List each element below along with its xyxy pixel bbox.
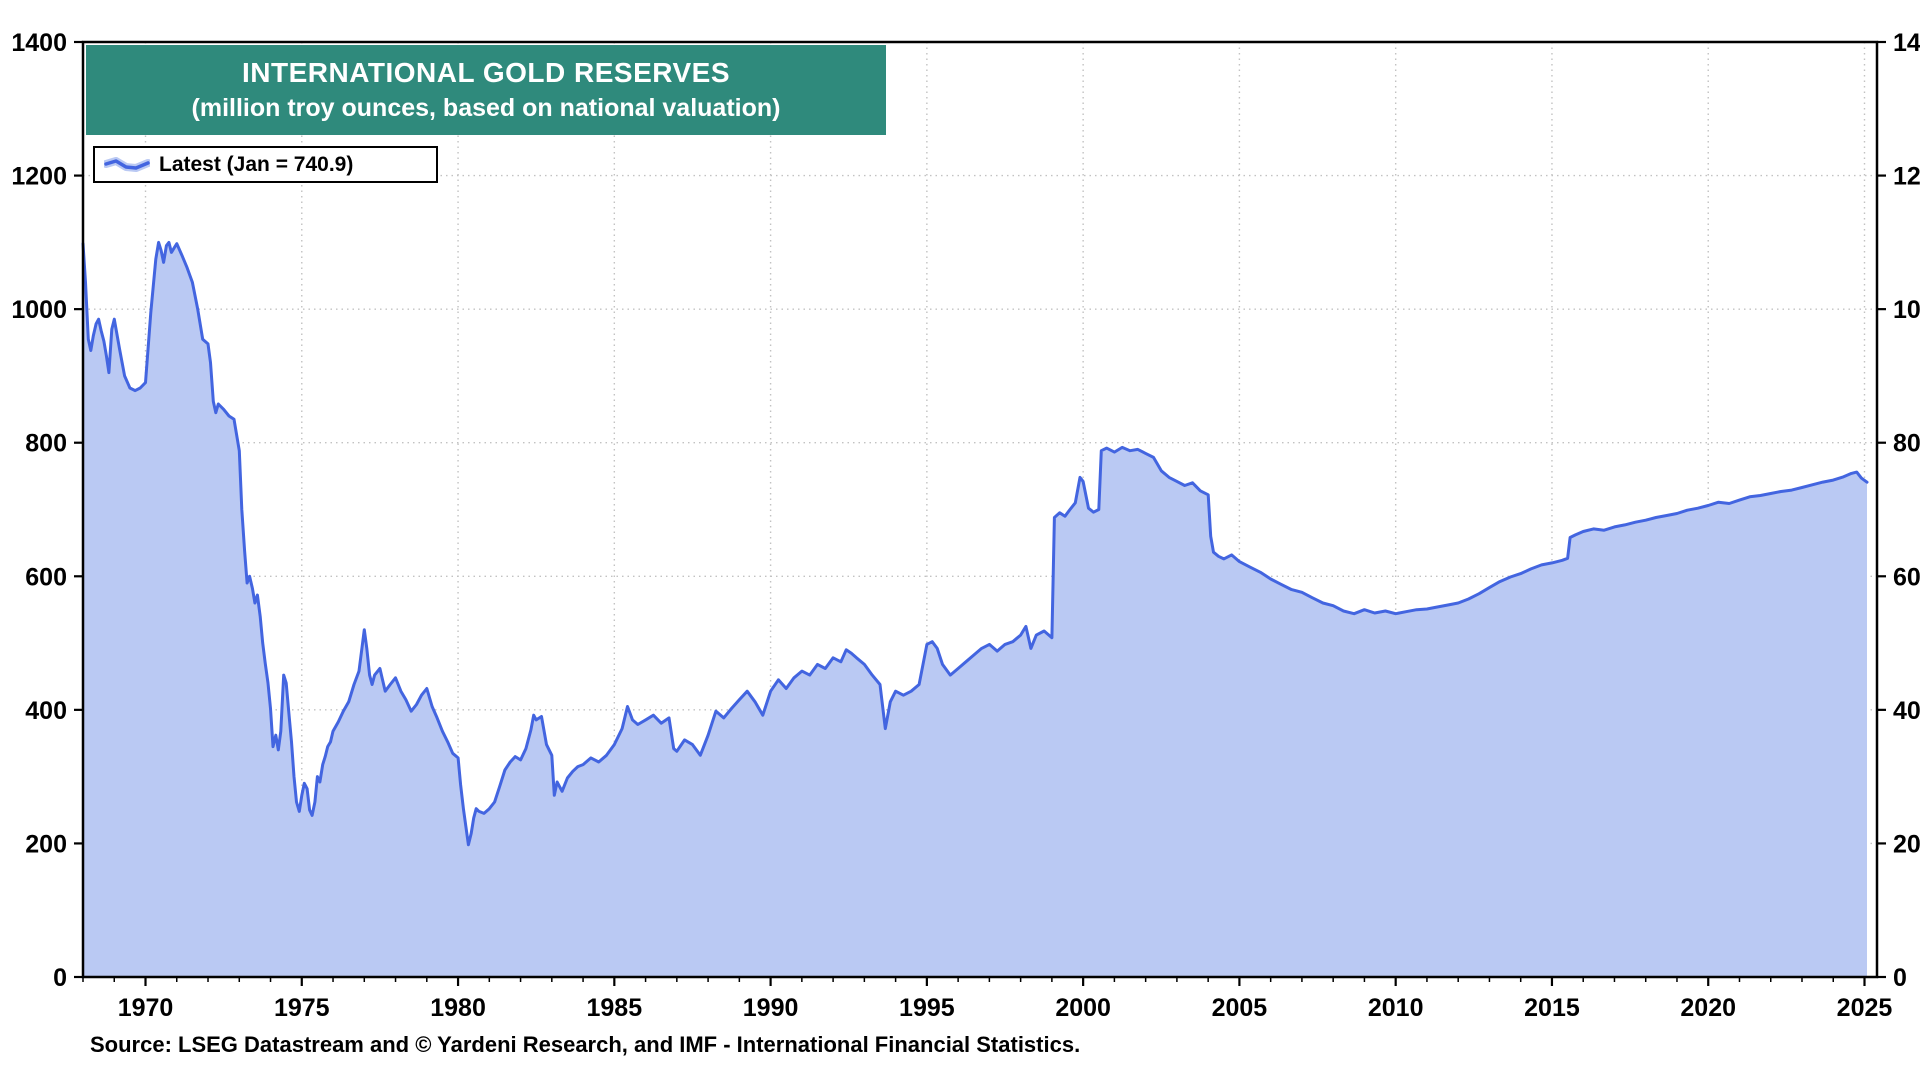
y-axis-label-right: 400 <box>1893 697 1920 725</box>
x-axis-label: 2000 <box>1055 994 1111 1022</box>
y-axis-label-right: 1400 <box>1893 29 1920 57</box>
y-axis-label-right: 1200 <box>1893 163 1920 191</box>
x-axis-label: 2005 <box>1212 994 1268 1022</box>
y-axis-label-left: 200 <box>25 830 67 858</box>
y-axis-label-left: 0 <box>53 964 67 992</box>
series-area <box>83 242 1867 977</box>
y-axis-label-right: 600 <box>1893 563 1920 591</box>
x-axis-label: 2015 <box>1524 994 1580 1022</box>
y-axis-label-left: 400 <box>25 697 67 725</box>
series-line <box>81 240 1869 847</box>
legend-line-icon <box>104 156 150 172</box>
y-axis-label-left: 600 <box>25 563 67 591</box>
plot-frame <box>81 40 1879 979</box>
chart-title-box: INTERNATIONAL GOLD RESERVES (million tro… <box>86 45 886 135</box>
legend: Latest (Jan = 740.9) <box>93 146 438 183</box>
x-axis-label: 1980 <box>430 994 486 1022</box>
source-note: Source: LSEG Datastream and © Yardeni Re… <box>90 1032 1081 1057</box>
y-axis-label-left: 1200 <box>11 163 67 191</box>
y-axis-label-left: 1400 <box>11 29 67 57</box>
x-axis-label: 1985 <box>587 994 643 1022</box>
y-axis-label-right: 800 <box>1893 430 1920 458</box>
chart-title: INTERNATIONAL GOLD RESERVES <box>242 57 730 88</box>
y-axis-label-left: 800 <box>25 430 67 458</box>
x-axis-label: 1970 <box>118 994 174 1022</box>
x-axis-label: 2010 <box>1368 994 1424 1022</box>
legend-label: Latest (Jan = 740.9) <box>159 152 354 176</box>
x-axis-label: 1995 <box>899 994 955 1022</box>
y-axis-label-right: 0 <box>1893 964 1907 992</box>
x-axis-label: 1990 <box>743 994 799 1022</box>
x-axis-label: 2020 <box>1680 994 1736 1022</box>
chart-subtitle: (million troy ounces, based on national … <box>191 94 781 122</box>
y-axis-label-right: 1000 <box>1893 296 1920 324</box>
y-axis-label-left: 1000 <box>11 296 67 324</box>
x-axis-label: 1975 <box>274 994 330 1022</box>
x-axis-label: 2025 <box>1837 994 1893 1022</box>
y-axis-label-right: 200 <box>1893 830 1920 858</box>
